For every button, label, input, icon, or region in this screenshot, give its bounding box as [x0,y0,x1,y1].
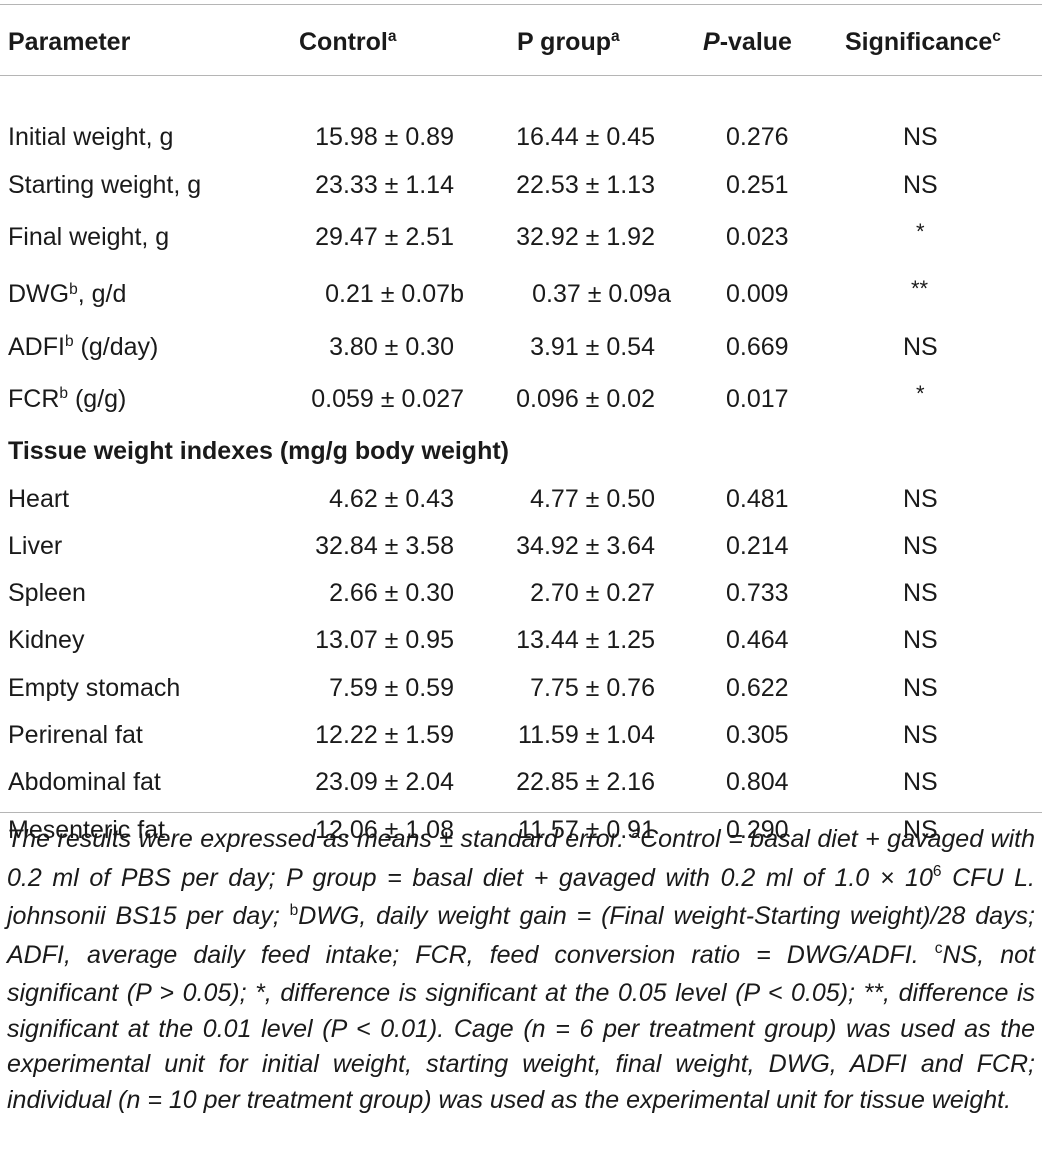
significance-cell: NS [903,721,938,749]
p-group-cell: 0.096 ± 0.02 [516,384,655,413]
table-footnote: The results were expressed as means ± st… [7,824,1036,1114]
section-title: Tissue weight indexes (mg/g body weight) [8,437,509,466]
p-value-cell: 0.481 [726,484,789,513]
significance-cell: ** [911,276,929,302]
significance-cell: NS [903,579,938,608]
p-group-cell: 22.85 ± 2.16 [516,768,655,797]
table-row: ADFIb (g/day) 3.80 ± 0.30 3.91 ± 0.54 0.… [0,323,1042,370]
table-row: Abdominal fat 23.09 ± 2.04 22.85 ± 2.16 … [0,759,1042,806]
p-value-cell: 0.305 [726,721,789,749]
control-cell: 2.66 ± 0.30 [329,579,454,608]
significance-cell: NS [903,123,938,152]
header-p-group: P groupa [517,27,620,56]
p-group-cell: 32.92 ± 1.92 [516,223,655,252]
table-row: Final weight, g 29.47 ± 2.51 32.92 ± 1.9… [0,209,1042,266]
header-significance: Significancec [845,27,1001,56]
control-cell: 23.09 ± 2.04 [315,768,454,797]
table-row: Starting weight, g 23.33 ± 1.14 22.53 ± … [0,162,1042,209]
p-group-cell: 34.92 ± 3.64 [516,531,655,560]
param-cell: Liver [8,531,63,560]
header-parameter: Parameter [8,27,131,56]
significance-cell: NS [903,332,938,361]
header-control: Controla [299,27,397,56]
control-cell: 23.33 ± 1.14 [315,170,454,199]
significance-cell: NS [903,626,938,655]
control-cell: 4.62 ± 0.43 [329,484,454,513]
significance-cell: NS [903,170,938,199]
table-row: Perirenal fat 12.22 ± 1.59 11.59 ± 1.04 … [0,712,1042,759]
param-cell: Final weight, g [8,223,170,252]
param-cell: Heart [8,484,70,513]
table-row: DWGb, g/d 0.21 ± 0.07b 0.37 ± 0.09a 0.00… [0,266,1042,323]
control-cell: 12.22 ± 1.59 [315,721,454,749]
control-cell: 29.47 ± 2.51 [315,223,454,252]
p-group-cell: 7.75 ± 0.76 [530,673,655,702]
p-value-cell: 0.464 [726,626,789,655]
p-value-cell: 0.276 [726,123,789,152]
p-value-cell: 0.669 [726,332,789,361]
significance-cell: NS [903,484,938,513]
p-group-cell: 16.44 ± 0.45 [516,123,655,152]
table-row: FCRb (g/g) 0.059 ± 0.027 0.096 ± 0.02 0.… [0,371,1042,428]
param-cell: DWGb, g/d [8,280,127,309]
control-cell: 15.98 ± 0.89 [315,123,454,152]
header-p-value: P-value [703,27,792,56]
significance-cell: * [916,380,925,406]
param-cell: Mesenteric fat [8,815,166,844]
results-table: Parameter Controla P groupa P-value Sign… [0,17,1042,854]
significance-cell: NS [903,531,938,560]
p-group-cell: 22.53 ± 1.13 [516,170,655,199]
significance-cell: * [916,218,925,244]
top-rule [0,4,1042,5]
significance-cell: NS [903,673,938,702]
table-row: Spleen 2.66 ± 0.30 2.70 ± 0.27 0.733 NS [0,570,1042,617]
p-group-cell: 3.91 ± 0.54 [530,332,655,361]
p-value-cell: 0.214 [726,531,789,560]
p-value-cell: 0.622 [726,673,789,702]
p-value-cell: 0.009 [726,280,789,309]
param-cell: Spleen [8,579,86,608]
control-cell: 0.059 ± 0.027 [311,384,464,413]
table-row: Empty stomach 7.59 ± 0.59 7.75 ± 0.76 0.… [0,665,1042,712]
p-group-cell: 13.44 ± 1.25 [516,626,655,655]
param-cell: Kidney [8,626,85,655]
p-value-cell: 0.733 [726,579,789,608]
param-cell: FCRb (g/g) [8,384,127,413]
table-row: Kidney 13.07 ± 0.95 13.44 ± 1.25 0.464 N… [0,617,1042,664]
param-cell: ADFIb (g/day) [8,332,159,361]
control-cell: 0.21 ± 0.07b [325,280,464,309]
param-cell: Empty stomach [8,673,181,702]
significance-cell: NS [903,815,938,844]
table-row: Mesenteric fat 12.06 ± 1.08 11.57 ± 0.91… [0,806,1042,853]
table-row: Liver 32.84 ± 3.58 34.92 ± 3.64 0.214 NS [0,523,1042,570]
param-cell: Perirenal fat [8,721,143,749]
control-cell: 7.59 ± 0.59 [329,673,454,702]
param-cell: Abdominal fat [8,768,161,797]
bottom-rule [0,812,1042,813]
p-group-cell: 4.77 ± 0.50 [530,484,655,513]
param-cell: Starting weight, g [8,170,202,199]
control-cell: 3.80 ± 0.30 [329,332,454,361]
control-cell: 32.84 ± 3.58 [315,531,454,560]
param-cell: Initial weight, g [8,123,174,152]
p-group-cell: 11.59 ± 1.04 [518,721,655,749]
significance-cell: NS [903,768,938,797]
section-heading-row: Tissue weight indexes (mg/g body weight) [0,428,1042,475]
p-value-cell: 0.017 [726,384,789,413]
control-cell: 12.06 ± 1.08 [315,815,454,844]
header-row: Parameter Controla P groupa P-value Sign… [0,17,1042,67]
control-cell: 13.07 ± 0.95 [315,626,454,655]
p-group-cell: 11.57 ± 0.91 [518,815,655,844]
table-row: Heart 4.62 ± 0.43 4.77 ± 0.50 0.481 NS [0,475,1042,522]
header-rule [0,75,1042,76]
p-value-cell: 0.251 [726,170,789,199]
p-value-cell: 0.290 [726,815,789,844]
table-row: Initial weight, g 15.98 ± 0.89 16.44 ± 0… [0,114,1042,161]
p-group-cell: 0.37 ± 0.09a [532,280,671,309]
p-value-cell: 0.023 [726,223,789,252]
p-group-cell: 2.70 ± 0.27 [530,579,655,608]
p-value-cell: 0.804 [726,768,789,797]
